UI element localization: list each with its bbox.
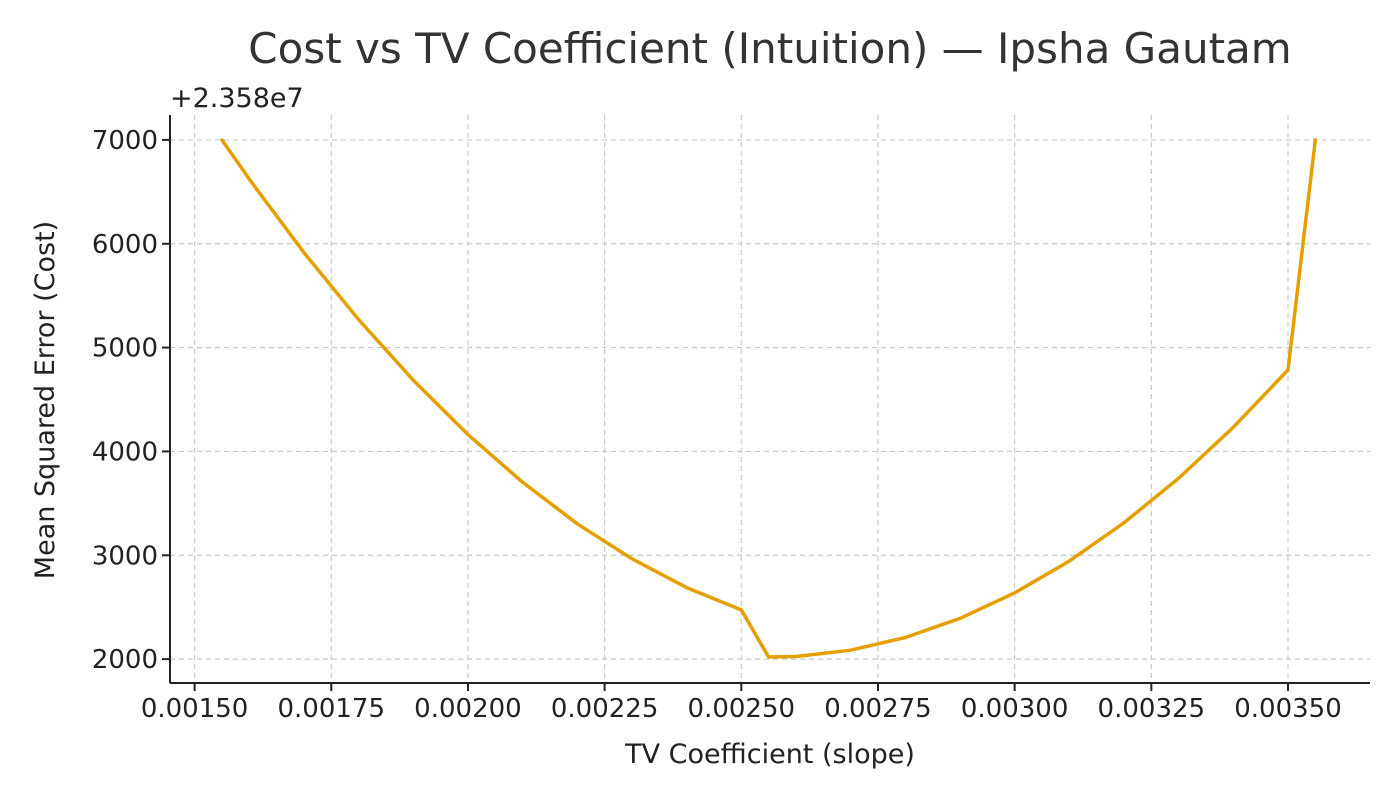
x-tick-label: 0.00325	[1098, 694, 1206, 724]
y-tick-label: 2000	[92, 645, 158, 675]
cost-curve-line	[220, 138, 1318, 659]
x-tick-label: 0.00350	[1234, 694, 1342, 724]
y-tick-label: 5000	[92, 334, 158, 364]
chart-title: Cost vs TV Coefficient (Intuition) — Ips…	[248, 24, 1291, 73]
y-axis-ticks: 2000 3000 4000 5000 6000 7000	[92, 126, 170, 675]
x-tick-label: 0.00150	[141, 694, 249, 724]
x-axis-label: TV Coefficient (slope)	[624, 739, 915, 770]
x-axis-ticks: 0.00150 0.00175 0.00200 0.00225 0.00250 0.002…	[141, 683, 1342, 724]
y-tick-label: 6000	[92, 230, 158, 260]
y-tick-label: 7000	[92, 126, 158, 156]
y-tick-label: 3000	[92, 541, 158, 571]
x-tick-label: 0.00250	[688, 694, 796, 724]
y-tick-label: 4000	[92, 437, 158, 467]
y-axis-offset-label: +2.358e7	[170, 83, 304, 114]
y-axis-label: Mean Squared Error (Cost)	[30, 221, 61, 579]
x-tick-label: 0.00225	[551, 694, 659, 724]
grid-lines	[170, 115, 1370, 683]
x-tick-label: 0.00200	[414, 694, 522, 724]
x-tick-label: 0.00175	[278, 694, 386, 724]
x-tick-label: 0.00300	[961, 694, 1069, 724]
x-tick-label: 0.00275	[824, 694, 932, 724]
